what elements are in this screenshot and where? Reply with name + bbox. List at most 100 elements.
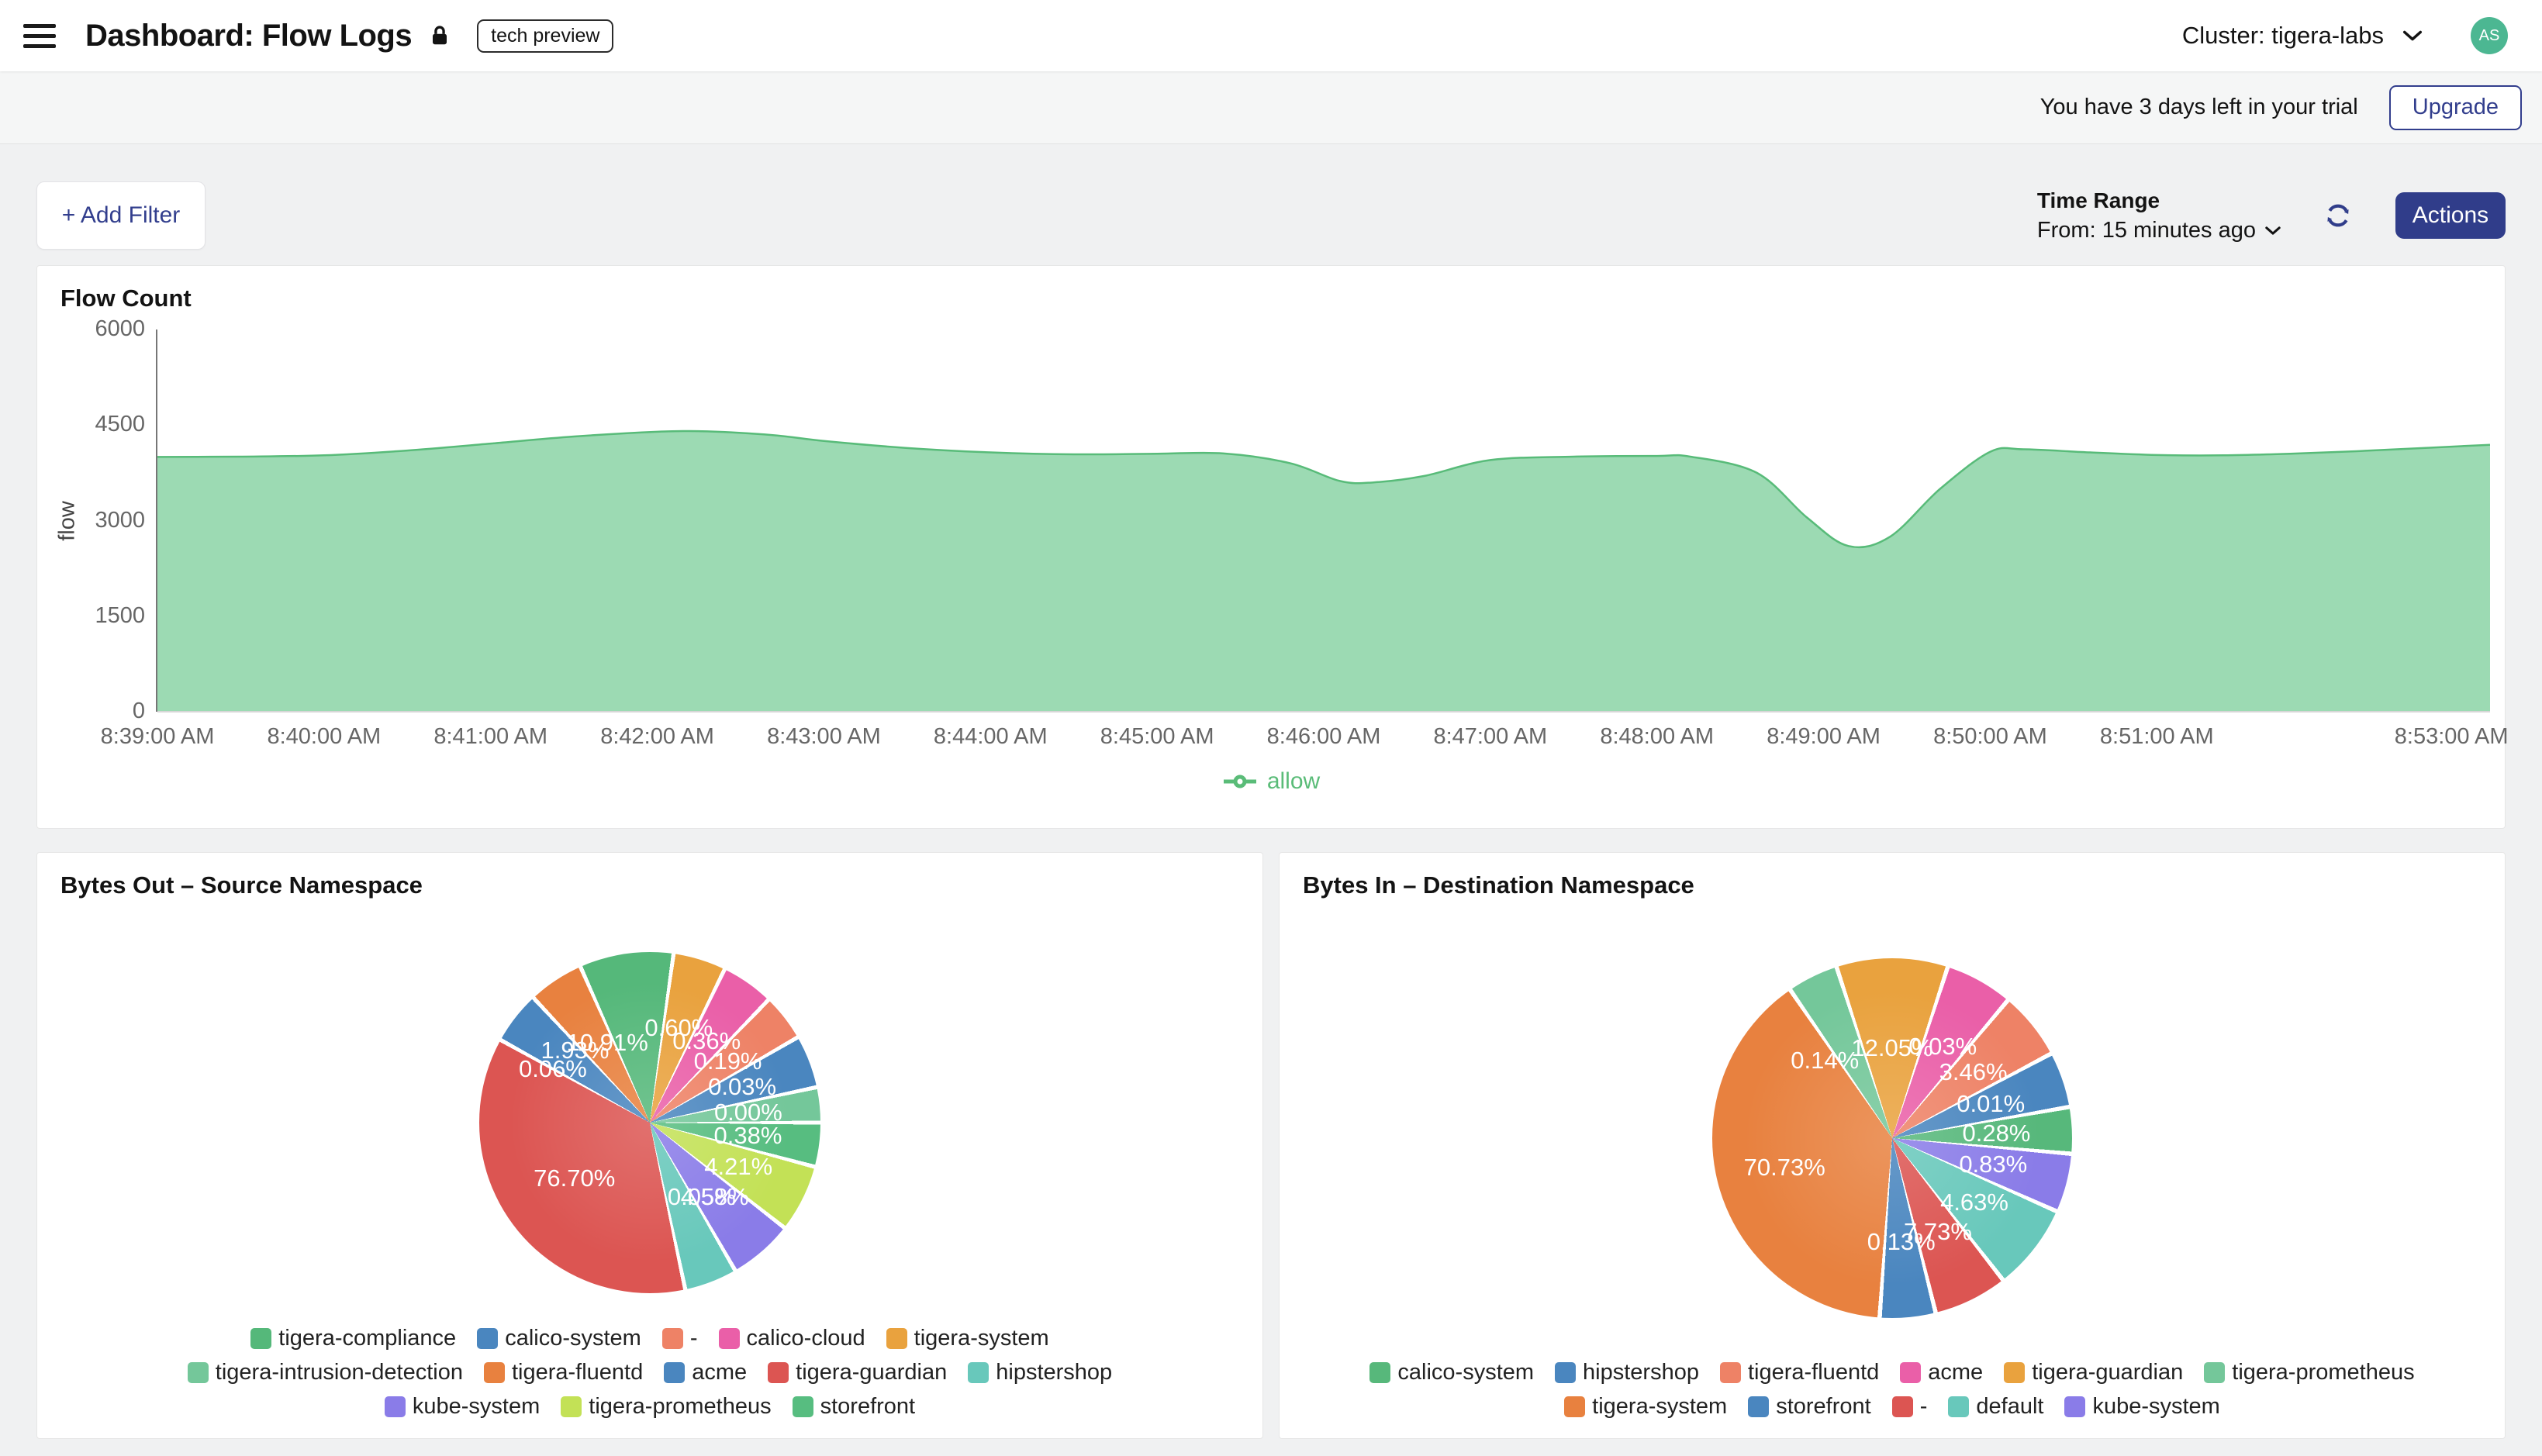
pie-slice-label-tigera-guardian: 76.70%: [534, 1164, 616, 1192]
pie-slice-label-calico-system: 1.93%: [541, 1036, 610, 1064]
legend-label: tigera-system: [914, 1326, 1049, 1351]
y-axis-label: flow: [54, 500, 80, 541]
pie-slice-label-acme: 0.03%: [1908, 1033, 1977, 1061]
legend-label: tigera-prometheus: [2232, 1360, 2415, 1385]
legend-item-tigera-system[interactable]: tigera-system: [886, 1326, 1049, 1351]
legend-label: acme: [692, 1360, 748, 1385]
pie-slice-label-tigera-compliance: 10.91%: [566, 1029, 648, 1057]
legend-label: calico-cloud: [746, 1326, 865, 1351]
pie-slice-label-hipstershop: 0.05%: [667, 1182, 736, 1210]
legend-swatch-icon: [1748, 1396, 1770, 1417]
pie-slice-label-tigera-intrusion-detection: 0.00%: [713, 1098, 782, 1126]
y-axis-tick: 6000: [95, 316, 145, 341]
refresh-icon[interactable]: [2321, 198, 2355, 233]
x-axis-tick: 8:47:00 AM: [1433, 724, 1548, 749]
legend-item-kube-system[interactable]: kube-system: [2064, 1394, 2220, 1420]
legend-label: storefront: [1776, 1394, 1871, 1419]
flow-count-title: Flow Count: [60, 285, 192, 312]
legend-item-default[interactable]: default: [1948, 1394, 2043, 1420]
legend-item-calico-system[interactable]: calico-system: [1369, 1360, 1534, 1385]
legend-swatch-icon: [2004, 1362, 2026, 1383]
legend-swatch-icon: [968, 1362, 990, 1383]
avatar[interactable]: AS: [2471, 17, 2508, 54]
legend-swatch-icon: [792, 1396, 813, 1417]
legend-label: default: [1976, 1394, 2044, 1419]
x-axis-tick: 8:43:00 AM: [767, 724, 881, 749]
legend-item-tigera-prometheus[interactable]: tigera-prometheus: [561, 1394, 772, 1420]
menu-icon[interactable]: [23, 23, 56, 48]
legend-label: storefront: [820, 1394, 916, 1419]
legend-label: -: [1919, 1394, 1928, 1419]
legend-swatch-icon: [1564, 1396, 1586, 1417]
legend-item-tigera-compliance[interactable]: tigera-compliance: [250, 1326, 456, 1351]
legend-item-tigera-fluentd[interactable]: tigera-fluentd: [1719, 1360, 1879, 1385]
legend-item--[interactable]: -: [661, 1326, 698, 1351]
legend-item-calico-cloud[interactable]: calico-cloud: [718, 1326, 865, 1351]
bytes-out-pie[interactable]: 10.91% 0.60% 0.36% 0.19% 0.03% 0.00% 0.38% 4.21…: [479, 952, 820, 1293]
legend-item-tigera-guardian[interactable]: tigera-guardian: [2004, 1360, 2183, 1385]
legend-swatch-icon: [1948, 1396, 1970, 1417]
legend-item-tigera-system[interactable]: tigera-system: [1564, 1394, 1727, 1420]
time-range-selector[interactable]: Time Range From: 15 minutes ago: [2037, 188, 2281, 243]
pie-slice-label-tigera-fluentd: 3.46%: [1939, 1058, 2008, 1086]
add-filter-button[interactable]: + Add Filter: [36, 181, 206, 250]
pie-slice-label-tigera-system: 70.73%: [1743, 1153, 1825, 1181]
legend-label: hipstershop: [996, 1360, 1113, 1385]
legend-item-acme[interactable]: acme: [1900, 1360, 1983, 1385]
legend-item-tigera-prometheus[interactable]: tigera-prometheus: [2204, 1360, 2415, 1385]
legend-swatch-icon: [477, 1328, 499, 1349]
legend-swatch-icon: [1900, 1362, 1922, 1383]
legend-item-tigera-guardian[interactable]: tigera-guardian: [768, 1360, 947, 1385]
pie-slice-label--: 0.19%: [693, 1047, 762, 1075]
pie-slice-label-tigera-guardian: 12.05%: [1851, 1034, 1933, 1061]
legend-item-tigera-fluentd[interactable]: tigera-fluentd: [483, 1360, 643, 1385]
pie-slice-label-kube-system: 4.58%: [680, 1183, 749, 1211]
legend-item-hipstershop[interactable]: hipstershop: [968, 1360, 1112, 1385]
legend-item-tigera-intrusion-detection[interactable]: tigera-intrusion-detection: [187, 1360, 463, 1385]
legend-swatch-icon: [561, 1396, 582, 1417]
flow-count-chart[interactable]: flow 0 1500 3000 4500 6000 8:39:00 AM 8:40:00 …: [55, 316, 2509, 749]
legend-item-calico-system[interactable]: calico-system: [477, 1326, 641, 1351]
x-axis-tick: 8:42:00 AM: [600, 724, 714, 749]
legend-item-storefront[interactable]: storefront: [792, 1394, 916, 1420]
pie-slice-label--: 7.73%: [1904, 1217, 1972, 1245]
filter-toolbar: + Add Filter Time Range From: 15 minutes…: [36, 181, 2506, 250]
pie-slice-label-tigera-fluentd: 0.06%: [518, 1054, 587, 1082]
lock-icon: [426, 22, 454, 50]
actions-button[interactable]: Actions: [2395, 192, 2506, 239]
legend-item-kube-system[interactable]: kube-system: [384, 1394, 540, 1420]
allow-legend-label: allow: [1266, 768, 1321, 794]
cluster-label: Cluster: tigera-labs: [2181, 22, 2384, 49]
top-header: Dashboard: Flow Logs tech preview Cluste…: [0, 0, 2542, 71]
upgrade-button[interactable]: Upgrade: [2388, 85, 2522, 130]
pie-slice-label-tigera-prometheus: 4.21%: [704, 1152, 773, 1180]
legend-swatch-icon: [664, 1362, 686, 1383]
legend-label: tigera-guardian: [2032, 1360, 2184, 1385]
pie-slice-label-calico-system: 0.28%: [1962, 1120, 2031, 1147]
bytes-in-title: Bytes In – Destination Namespace: [1303, 871, 1694, 899]
y-axis-tick: 4500: [95, 412, 145, 437]
bytes-in-pie[interactable]: 12.05% 0.03% 3.46% 0.01% 0.28% 0.83% 4.63% 7.73…: [1712, 958, 2072, 1318]
legend-item--[interactable]: -: [1891, 1394, 1928, 1420]
pie-slice-label-kube-system: 0.83%: [1959, 1150, 2028, 1178]
legend-swatch-icon: [1369, 1362, 1391, 1383]
legend-label: calico-system: [505, 1326, 641, 1351]
legend-swatch-icon: [768, 1362, 789, 1383]
legend-label: calico-system: [1397, 1360, 1535, 1385]
legend-label: tigera-compliance: [278, 1326, 457, 1351]
x-axis-tick: 8:44:00 AM: [933, 724, 1048, 749]
legend-item-storefront[interactable]: storefront: [1748, 1394, 1871, 1420]
legend-swatch-icon: [187, 1362, 209, 1383]
legend-item-acme[interactable]: acme: [664, 1360, 747, 1385]
tech-preview-badge: tech preview: [477, 19, 614, 53]
allow-legend-marker-icon: [1223, 775, 1256, 788]
cluster-selector[interactable]: Cluster: tigera-labs: [2182, 22, 2423, 50]
x-axis-tick: 8:50:00 AM: [1933, 724, 2047, 749]
pie-slice-label-tigera-system: 0.60%: [644, 1013, 713, 1041]
trial-banner: You have 3 days left in your trial Upgra…: [0, 71, 2542, 144]
y-axis-tick: 3000: [95, 507, 145, 533]
avatar-initials: AS: [2478, 26, 2500, 44]
legend-item-hipstershop[interactable]: hipstershop: [1555, 1360, 1699, 1385]
flow-chart-legend-allow[interactable]: allow: [37, 768, 2505, 795]
legend-swatch-icon: [250, 1328, 272, 1349]
